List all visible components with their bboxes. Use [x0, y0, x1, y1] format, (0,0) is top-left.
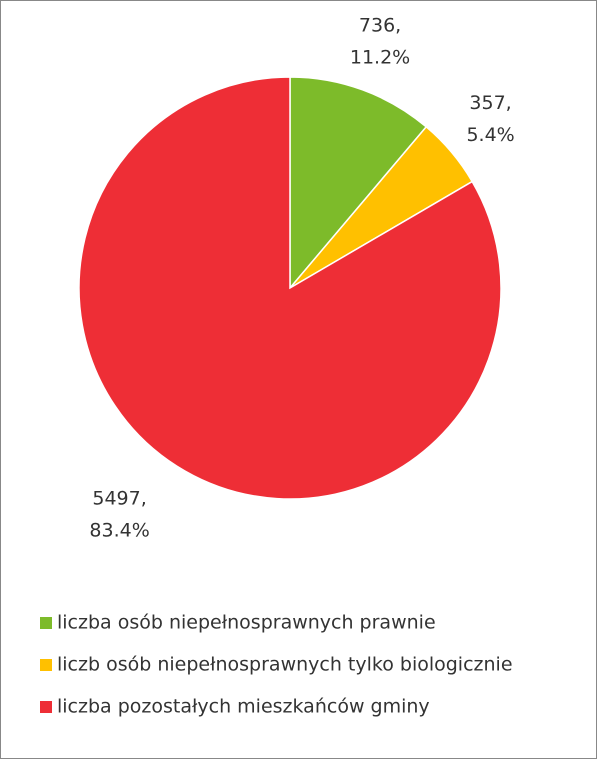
legend-label: liczba pozostałych mieszkańców gminy: [57, 696, 430, 718]
data-label: 736,: [359, 14, 401, 36]
data-label: 357,: [469, 92, 511, 114]
data-label: 83.4%: [89, 520, 149, 542]
legend-label: liczba osób niepełnosprawnych prawnie: [57, 612, 436, 634]
data-label: 5.4%: [466, 124, 514, 146]
legend-swatch: [40, 659, 52, 671]
pie-slice: [289, 76, 428, 291]
legend-swatch: [40, 701, 52, 713]
pie-slice: [78, 76, 502, 500]
legend-label: liczb osób niepełnosprawnych tylko biolo…: [57, 654, 513, 676]
data-label: 5497,: [92, 488, 146, 510]
data-label: 11.2%: [350, 46, 410, 68]
legend-swatch: [40, 617, 52, 629]
